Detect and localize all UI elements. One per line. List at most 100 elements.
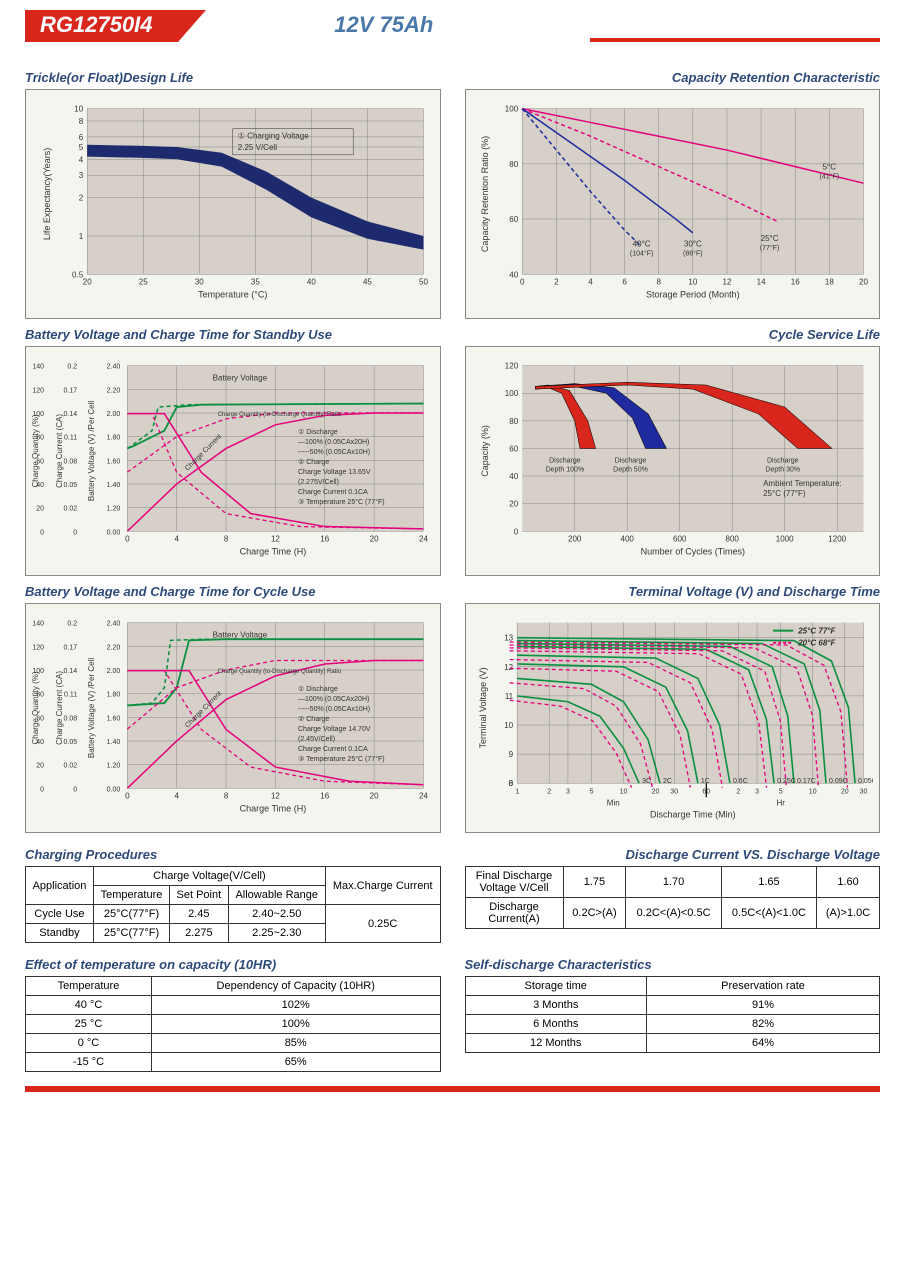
svg-text:20: 20 bbox=[840, 788, 848, 795]
cp-h-app: Application bbox=[26, 867, 94, 905]
svg-text:Capacity (%): Capacity (%) bbox=[480, 425, 490, 477]
row-2: Battery Voltage and Charge Time for Stan… bbox=[25, 319, 880, 576]
svg-text:1.60: 1.60 bbox=[107, 715, 121, 722]
svg-text:(86°F): (86°F) bbox=[683, 250, 703, 258]
svg-text:0.17: 0.17 bbox=[64, 644, 78, 651]
svg-text:Life Expectancy(Years): Life Expectancy(Years) bbox=[42, 148, 52, 240]
row-3: Battery Voltage and Charge Time for Cycl… bbox=[25, 576, 880, 833]
svg-text:10: 10 bbox=[808, 788, 816, 795]
sd-r2-0: 12 Months bbox=[465, 1034, 646, 1053]
cp-h-sp: Set Point bbox=[170, 886, 229, 905]
cp-r0-ar: 2.40~2.50 bbox=[228, 905, 325, 924]
footer-redline bbox=[25, 1086, 880, 1092]
svg-text:120: 120 bbox=[504, 362, 518, 371]
trickle-chart: 202530354045500.5123456810Temperature (°… bbox=[25, 89, 441, 319]
svg-text:5°C: 5°C bbox=[822, 162, 836, 171]
svg-text:① Discharge: ① Discharge bbox=[298, 428, 338, 436]
svg-text:Charge Quantity (%): Charge Quantity (%) bbox=[32, 671, 40, 744]
tc-r1-1: 100% bbox=[151, 1015, 440, 1034]
svg-text:Battery Voltage: Battery Voltage bbox=[213, 631, 268, 640]
header-redline bbox=[590, 38, 880, 42]
cp-max: 0.25C bbox=[325, 905, 440, 943]
charging-proc-title: Charging Procedures bbox=[25, 847, 441, 862]
header: RG12750I4 12V 75Ah bbox=[25, 10, 880, 42]
svg-text:Charge Quantity (to-Discharge: Charge Quantity (to-Discharge Quantity) … bbox=[218, 412, 342, 418]
sd-r2-1: 64% bbox=[646, 1034, 879, 1053]
svg-text:1000: 1000 bbox=[775, 534, 793, 543]
cp-r0-temp: 25°C(77°F) bbox=[93, 905, 169, 924]
svg-text:(41°F): (41°F) bbox=[819, 172, 839, 180]
svg-text:Charge Voltage 14.70V: Charge Voltage 14.70V bbox=[298, 726, 371, 733]
svg-text:Discharge: Discharge bbox=[614, 458, 646, 465]
discharge-current-table: Final Discharge Voltage V/Cell 1.75 1.70… bbox=[465, 866, 881, 929]
svg-text:1.20: 1.20 bbox=[107, 763, 121, 770]
svg-text:(77°F): (77°F) bbox=[759, 244, 779, 252]
svg-text:120: 120 bbox=[32, 644, 44, 651]
tc-r2-1: 85% bbox=[151, 1034, 440, 1053]
svg-text:1.40: 1.40 bbox=[107, 482, 121, 489]
svg-text:② Charge: ② Charge bbox=[298, 715, 329, 723]
dc-h2: Discharge Current(A) bbox=[465, 898, 563, 929]
cp-h-max: Max.Charge Current bbox=[325, 867, 440, 905]
svg-text:0.08: 0.08 bbox=[64, 458, 78, 465]
svg-text:12: 12 bbox=[504, 663, 513, 672]
svg-text:8: 8 bbox=[224, 534, 229, 543]
svg-text:400: 400 bbox=[620, 534, 634, 543]
svg-text:1.80: 1.80 bbox=[107, 692, 121, 699]
row-1: Trickle(or Float)Design Life 20253035404… bbox=[25, 62, 880, 319]
cp-r1-ar: 2.25~2.30 bbox=[228, 924, 325, 943]
svg-text:Terminal Voltage (V): Terminal Voltage (V) bbox=[478, 667, 488, 748]
svg-text:0.09C: 0.09C bbox=[829, 778, 848, 785]
svg-text:6: 6 bbox=[622, 277, 627, 286]
svg-text:45: 45 bbox=[363, 277, 372, 286]
svg-text:2.25 V/Cell: 2.25 V/Cell bbox=[238, 143, 277, 152]
svg-text:25°C (77°F): 25°C (77°F) bbox=[763, 489, 806, 498]
svg-text:Depth 100%: Depth 100% bbox=[545, 467, 584, 474]
svg-text:14: 14 bbox=[756, 277, 765, 286]
svg-text:50: 50 bbox=[419, 277, 428, 286]
tc-r3-0: -15 °C bbox=[26, 1053, 152, 1072]
svg-text:2.00: 2.00 bbox=[107, 668, 121, 675]
svg-text:-----50% (0.05CAx10H): -----50% (0.05CAx10H) bbox=[298, 706, 370, 713]
svg-text:40°C: 40°C bbox=[632, 240, 650, 249]
svg-text:16: 16 bbox=[790, 277, 799, 286]
svg-text:0.11: 0.11 bbox=[64, 692, 77, 699]
svg-text:10: 10 bbox=[74, 105, 83, 114]
svg-text:35: 35 bbox=[251, 277, 260, 286]
svg-text:60: 60 bbox=[509, 444, 518, 453]
svg-text:0.05: 0.05 bbox=[64, 739, 78, 746]
svg-text:13: 13 bbox=[504, 634, 513, 643]
svg-text:0.05C: 0.05C bbox=[858, 778, 873, 785]
svg-text:40: 40 bbox=[307, 277, 316, 286]
svg-text:0.00: 0.00 bbox=[107, 786, 121, 793]
svg-text:Charge Voltage 13.65V: Charge Voltage 13.65V bbox=[298, 469, 371, 476]
svg-text:2: 2 bbox=[79, 194, 84, 203]
temp-cap-table: TemperatureDependency of Capacity (10HR)… bbox=[25, 976, 441, 1072]
svg-text:4: 4 bbox=[174, 791, 179, 800]
svg-text:Charge Current 0.1CA: Charge Current 0.1CA bbox=[298, 489, 368, 496]
svg-text:100: 100 bbox=[504, 389, 518, 398]
svg-text:(2.275V/Cell): (2.275V/Cell) bbox=[298, 479, 339, 486]
svg-text:2C: 2C bbox=[662, 778, 671, 785]
svg-text:Discharge: Discharge bbox=[549, 458, 581, 465]
svg-text:10: 10 bbox=[688, 277, 697, 286]
svg-text:2.40: 2.40 bbox=[107, 364, 121, 371]
svg-text:30°C: 30°C bbox=[683, 240, 701, 249]
svg-text:Depth 50%: Depth 50% bbox=[613, 467, 648, 474]
svg-text:0.00: 0.00 bbox=[107, 529, 121, 536]
svg-text:40: 40 bbox=[509, 472, 518, 481]
svg-text:Capacity Retention Ratio (%): Capacity Retention Ratio (%) bbox=[480, 136, 490, 252]
cp-r1-sp: 2.275 bbox=[170, 924, 229, 943]
svg-text:2.20: 2.20 bbox=[107, 644, 121, 651]
svg-text:12: 12 bbox=[722, 277, 731, 286]
svg-text:20°C 68°F: 20°C 68°F bbox=[797, 639, 836, 648]
svg-text:20: 20 bbox=[859, 277, 868, 286]
tc-r3-1: 65% bbox=[151, 1053, 440, 1072]
tc-h2: Dependency of Capacity (10HR) bbox=[151, 977, 440, 996]
sd-r1-0: 6 Months bbox=[465, 1015, 646, 1034]
cp-h-temp: Temperature bbox=[93, 886, 169, 905]
svg-text:0.2: 0.2 bbox=[67, 621, 77, 628]
svg-text:800: 800 bbox=[725, 534, 739, 543]
retention-title: Capacity Retention Characteristic bbox=[465, 70, 881, 85]
svg-text:4: 4 bbox=[79, 155, 84, 164]
